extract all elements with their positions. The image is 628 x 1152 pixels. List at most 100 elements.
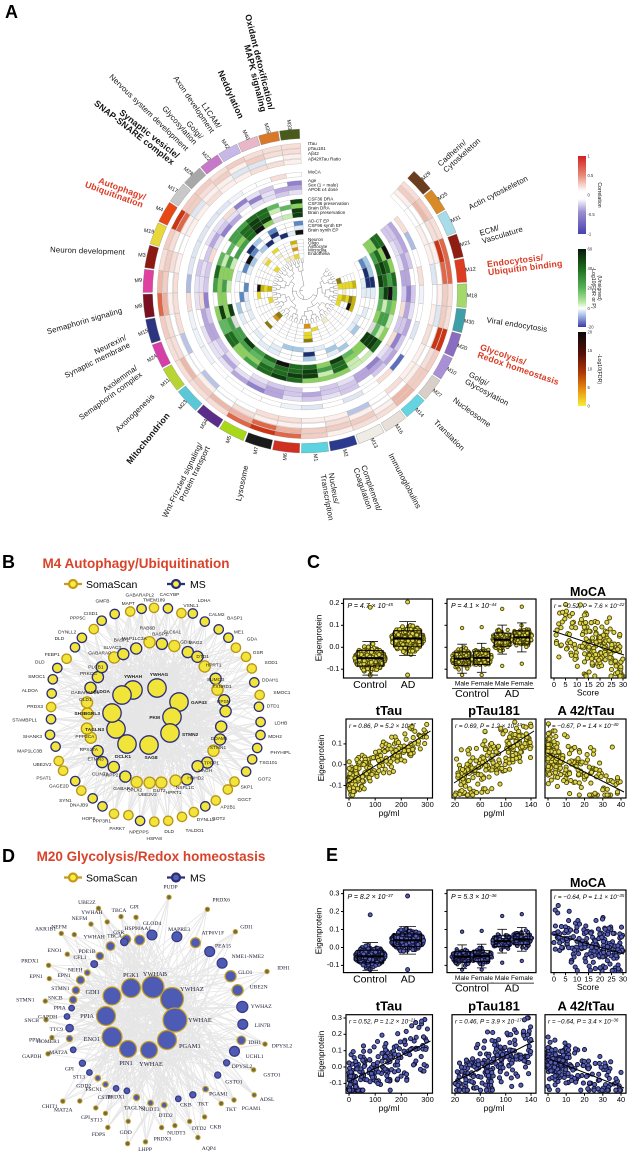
svg-text:Male: Male	[455, 975, 470, 982]
svg-text:SomaScan: SomaScan	[86, 872, 138, 884]
svg-text:0.2: 0.2	[329, 598, 339, 607]
svg-text:UBE2N: UBE2N	[250, 984, 268, 990]
svg-text:M14: M14	[413, 407, 425, 419]
svg-text:M3: M3	[138, 252, 146, 258]
svg-text:MS: MS	[190, 579, 206, 591]
svg-text:-0.1: -0.1	[329, 780, 342, 789]
svg-text:Score: Score	[577, 688, 599, 698]
svg-text:Female: Female	[511, 975, 533, 982]
svg-text:PRDX3: PRDX3	[27, 704, 43, 710]
svg-text:LDHB: LDHB	[275, 721, 288, 727]
svg-text:DLD: DLD	[164, 829, 174, 835]
svg-text:SLVAC3: SLVAC3	[103, 645, 121, 651]
svg-text:0.2: 0.2	[329, 906, 339, 915]
svg-text:STMN1: STMN1	[16, 997, 35, 1003]
svg-text:M25: M25	[437, 191, 449, 202]
svg-text:Oxidant detoxification/MAPK si: Oxidant detoxification/MAPK signaling	[235, 13, 277, 113]
svg-text:AD: AD	[505, 688, 520, 700]
svg-text:CLINT1: CLINT1	[92, 772, 109, 778]
svg-text:GLO1: GLO1	[238, 970, 252, 976]
svg-text:pg/ml: pg/ml	[379, 808, 400, 818]
svg-text:GGCT: GGCT	[238, 797, 252, 803]
svg-text:SKP1: SKP1	[241, 784, 254, 790]
svg-text:(Unsigned)-Log10(FDR or P): (Unsigned)-Log10(FDR or P)	[590, 267, 602, 308]
svg-text:Complement/Coagulation: Complement/Coagulation	[351, 464, 383, 516]
svg-text:Male: Male	[495, 681, 510, 688]
svg-text:PPIA: PPIA	[29, 1038, 41, 1044]
svg-text:DPYSL2: DPYSL2	[232, 1064, 253, 1070]
svg-text:Oligo: Oligo	[308, 241, 319, 246]
svg-text:PDE1B: PDE1B	[78, 949, 95, 955]
svg-text:0.1: 0.1	[329, 924, 339, 933]
svg-text:15: 15	[588, 348, 593, 353]
svg-text:P = 5.3 × 10−36: P = 5.3 × 10−36	[451, 893, 497, 902]
svg-text:M16: M16	[393, 423, 404, 435]
svg-text:0: 0	[546, 800, 550, 809]
svg-text:TKT: TKT	[226, 1107, 237, 1113]
svg-text:PRDX1: PRDX1	[107, 1094, 125, 1100]
svg-text:ST13: ST13	[73, 1074, 85, 1080]
svg-text:Neuron development: Neuron development	[50, 245, 126, 257]
svg-text:TMEM189: TMEM189	[143, 597, 165, 603]
svg-text:ARPP21: ARPP21	[103, 773, 122, 779]
svg-text:GABARAP: GABARAP	[88, 651, 111, 657]
svg-text:40: 40	[617, 800, 625, 809]
svg-text:Microglia: Microglia	[308, 248, 327, 253]
svg-text:GAPDH: GAPDH	[22, 1054, 41, 1060]
svg-text:M11: M11	[160, 377, 171, 388]
svg-text:CSTB: CSTB	[98, 1095, 112, 1101]
svg-text:Brain preservation: Brain preservation	[308, 210, 346, 215]
svg-text:BASP1: BASP1	[114, 638, 130, 644]
svg-text:Male: Male	[495, 975, 510, 982]
svg-text:100: 100	[369, 800, 382, 809]
svg-text:YWHAB: YWHAB	[143, 971, 167, 978]
svg-text:TAGLN3: TAGLN3	[124, 1105, 146, 1111]
svg-text:CISD1: CISD1	[84, 611, 98, 617]
svg-text:NSFL1C: NSFL1C	[176, 785, 195, 791]
svg-text:MAPT: MAPT	[122, 601, 135, 607]
svg-text:20: 20	[588, 330, 593, 335]
svg-text:pTau181: pTau181	[468, 703, 520, 718]
svg-text:GDI1: GDI1	[180, 640, 192, 646]
svg-text:10: 10	[573, 680, 581, 689]
svg-text:Control: Control	[353, 679, 387, 691]
svg-text:CFL1: CFL1	[74, 955, 87, 961]
svg-text:20: 20	[451, 800, 459, 809]
svg-text:SAG8: SAG8	[144, 755, 157, 761]
svg-text:A 42/tTau: A 42/tTau	[557, 703, 614, 718]
svg-text:D: D	[2, 846, 15, 866]
svg-text:MS: MS	[190, 872, 206, 884]
svg-text:AQP4: AQP4	[202, 1146, 216, 1152]
svg-text:0.0: 0.0	[329, 642, 339, 651]
svg-text:DYNLL2: DYNLL2	[197, 817, 215, 823]
svg-text:UBE2V2: UBE2V2	[138, 792, 157, 798]
svg-text:MAP1LC3A: MAP1LC3A	[122, 636, 148, 642]
svg-text:YWHAG: YWHAG	[150, 672, 169, 678]
svg-text:0: 0	[588, 404, 591, 409]
svg-text:E: E	[326, 845, 338, 865]
svg-text:Wnt-Frizzled signaling/Protein: Wnt-Frizzled signaling/Protein transport	[160, 441, 212, 523]
svg-text:NEFM: NEFM	[72, 916, 88, 922]
svg-text:M23: M23	[178, 399, 189, 411]
svg-text:ADSL: ADSL	[260, 1097, 275, 1103]
svg-text:TAGLN3: TAGLN3	[85, 727, 104, 733]
svg-text:M7: M7	[253, 447, 260, 456]
svg-text:IDH1: IDH1	[277, 965, 290, 971]
svg-text:NEFM: NEFM	[51, 925, 67, 931]
svg-text:UBE2Z: UBE2Z	[78, 900, 96, 906]
svg-text:LHPP: LHPP	[138, 1147, 152, 1152]
svg-text:PRDX1: PRDX1	[21, 958, 39, 964]
svg-text:pTau181: pTau181	[308, 146, 326, 151]
svg-text:YWHAE: YWHAE	[188, 1017, 212, 1024]
svg-text:CSF36 preservation: CSF36 preservation	[308, 201, 349, 206]
svg-text:30: 30	[599, 800, 607, 809]
svg-text:TBCA: TBCA	[107, 934, 122, 940]
svg-text:0.1: 0.1	[329, 620, 339, 629]
svg-text:SHANK3: SHANK3	[23, 734, 43, 740]
svg-text:GLOD4: GLOD4	[143, 921, 162, 927]
svg-text:0.5: 0.5	[588, 173, 594, 178]
svg-text:EPN1: EPN1	[29, 974, 43, 980]
svg-text:1: 1	[588, 154, 591, 159]
svg-text:SUMO3: SUMO3	[207, 677, 224, 683]
svg-text:M10: M10	[445, 366, 457, 376]
